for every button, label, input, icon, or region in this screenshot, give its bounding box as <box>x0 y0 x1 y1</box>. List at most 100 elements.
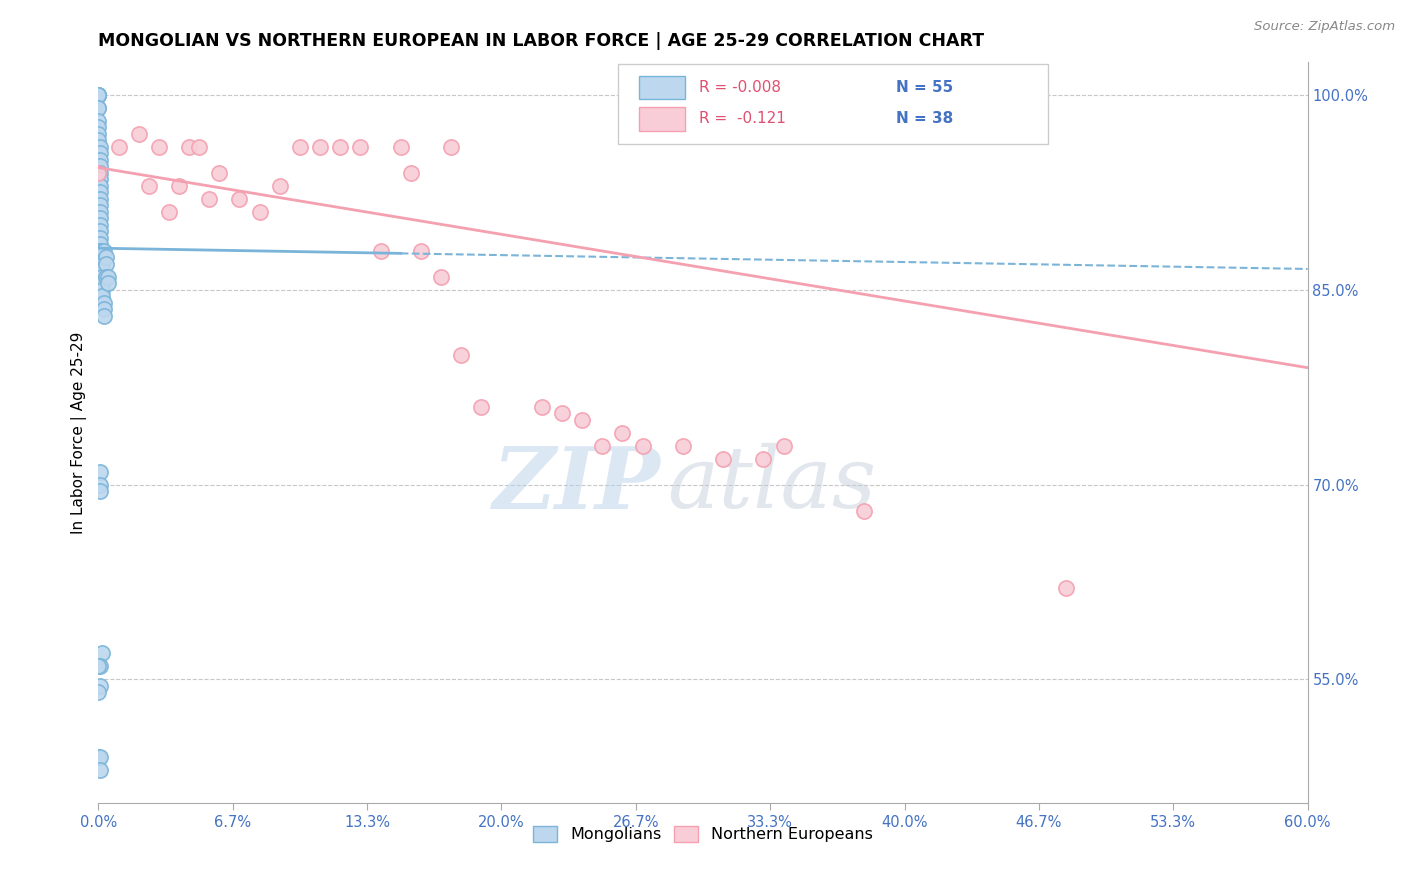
Point <box>470 400 492 414</box>
Point <box>89 153 111 167</box>
Point <box>440 140 463 154</box>
Y-axis label: In Labor Force | Age 25-29: In Labor Force | Age 25-29 <box>72 332 87 533</box>
Point <box>89 679 111 693</box>
Point <box>551 406 574 420</box>
Point <box>772 439 794 453</box>
Text: R =  -0.121: R = -0.121 <box>699 112 786 126</box>
Point <box>612 425 634 440</box>
Point <box>188 140 211 154</box>
Point <box>87 87 110 102</box>
Point <box>89 166 111 180</box>
Point <box>87 87 110 102</box>
Point <box>89 198 111 212</box>
Point <box>91 283 114 297</box>
Point <box>107 140 129 154</box>
Point <box>87 166 110 180</box>
Point <box>228 192 250 206</box>
Point <box>91 257 114 271</box>
Point <box>96 269 118 284</box>
Point <box>157 204 180 219</box>
Point <box>530 400 553 414</box>
Point <box>89 192 111 206</box>
Point <box>93 302 115 317</box>
Point <box>87 87 110 102</box>
Point <box>571 412 593 426</box>
Point <box>89 178 111 193</box>
Point <box>399 166 422 180</box>
Point <box>89 159 111 173</box>
Point <box>97 277 120 291</box>
Point <box>89 750 111 764</box>
Point <box>91 244 114 258</box>
Point <box>853 503 876 517</box>
Point <box>91 250 114 264</box>
Point <box>89 484 111 499</box>
Point <box>179 140 201 154</box>
Point <box>87 685 110 699</box>
Point <box>96 250 118 264</box>
Text: N = 55: N = 55 <box>897 80 953 95</box>
Point <box>591 439 613 453</box>
Point <box>752 451 775 466</box>
Point <box>89 224 111 238</box>
Point <box>89 140 111 154</box>
Point <box>349 140 371 154</box>
Point <box>89 186 111 200</box>
Point <box>93 309 115 323</box>
Text: N = 38: N = 38 <box>897 112 953 126</box>
Point <box>89 218 111 232</box>
Point <box>91 289 114 303</box>
Point <box>87 120 110 135</box>
Point <box>138 178 160 193</box>
Point <box>87 114 110 128</box>
Text: Source: ZipAtlas.com: Source: ZipAtlas.com <box>1254 20 1395 33</box>
Point <box>91 277 114 291</box>
Point <box>711 451 734 466</box>
Point <box>97 269 120 284</box>
Point <box>89 465 111 479</box>
Point <box>87 659 110 673</box>
Point <box>329 140 352 154</box>
Text: MONGOLIAN VS NORTHERN EUROPEAN IN LABOR FORCE | AGE 25-29 CORRELATION CHART: MONGOLIAN VS NORTHERN EUROPEAN IN LABOR … <box>98 32 984 50</box>
Point <box>370 244 392 258</box>
Point <box>167 178 190 193</box>
Point <box>269 178 291 193</box>
Point <box>91 269 114 284</box>
Point <box>96 257 118 271</box>
Point <box>148 140 170 154</box>
Point <box>128 127 150 141</box>
Point <box>389 140 412 154</box>
Point <box>89 237 111 252</box>
Point <box>309 140 332 154</box>
Point <box>87 87 110 102</box>
Text: R = -0.008: R = -0.008 <box>699 80 782 95</box>
Point <box>93 244 115 258</box>
FancyBboxPatch shape <box>638 107 685 130</box>
Text: atlas: atlas <box>666 443 876 525</box>
Point <box>93 295 115 310</box>
Point <box>89 172 111 186</box>
Point <box>87 127 110 141</box>
Point <box>208 166 231 180</box>
Point <box>87 101 110 115</box>
Point <box>87 133 110 147</box>
Text: ZIP: ZIP <box>494 442 661 526</box>
FancyBboxPatch shape <box>638 76 685 99</box>
Point <box>89 231 111 245</box>
Point <box>1054 582 1077 596</box>
Legend: Mongolians, Northern Europeans: Mongolians, Northern Europeans <box>526 818 880 850</box>
Point <box>89 211 111 226</box>
Point <box>89 477 111 491</box>
Point <box>89 244 111 258</box>
Point <box>89 659 111 673</box>
Point <box>631 439 654 453</box>
Point <box>89 764 111 778</box>
Point <box>672 439 695 453</box>
Point <box>89 146 111 161</box>
Point <box>249 204 271 219</box>
Point <box>89 204 111 219</box>
Point <box>409 244 432 258</box>
Point <box>87 750 110 764</box>
Point <box>198 192 221 206</box>
Point <box>91 647 114 661</box>
